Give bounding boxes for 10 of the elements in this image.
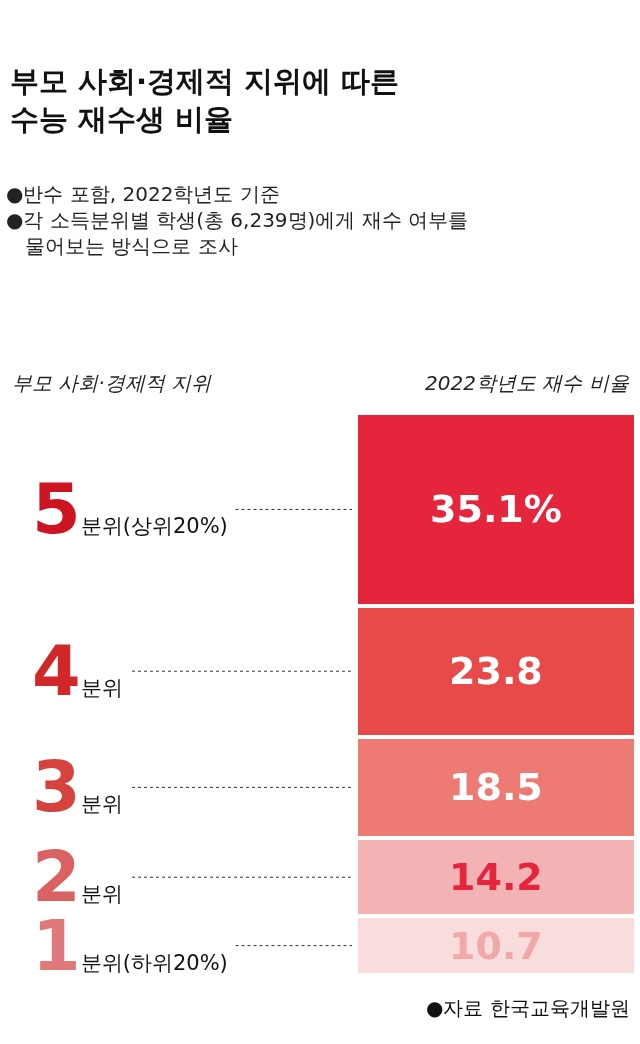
data-label: 23.8 <box>449 649 543 693</box>
legend-title: 부모 사회·경제적 지위 <box>12 371 213 395</box>
data-label: 35.1% <box>430 487 562 531</box>
data-label: 18.5 <box>449 765 543 809</box>
text: 4분위 <box>32 630 123 712</box>
chart-title: 부모 사회·경제적 지위에 따른 수능 재수생 비율 <box>10 64 400 136</box>
text: ●자료 한국교육개발원 <box>426 996 630 1020</box>
data-label: 14.2 <box>449 855 543 899</box>
x-axis-title: 2022학년도 재수 비율 <box>425 371 630 395</box>
chart-subtitle: ●반수 포함, 2022학년도 기준 ●각 소득분위별 학생(총 6,239명)에게 재수 여부를 물어보는 방식으로 조사 <box>6 182 469 258</box>
